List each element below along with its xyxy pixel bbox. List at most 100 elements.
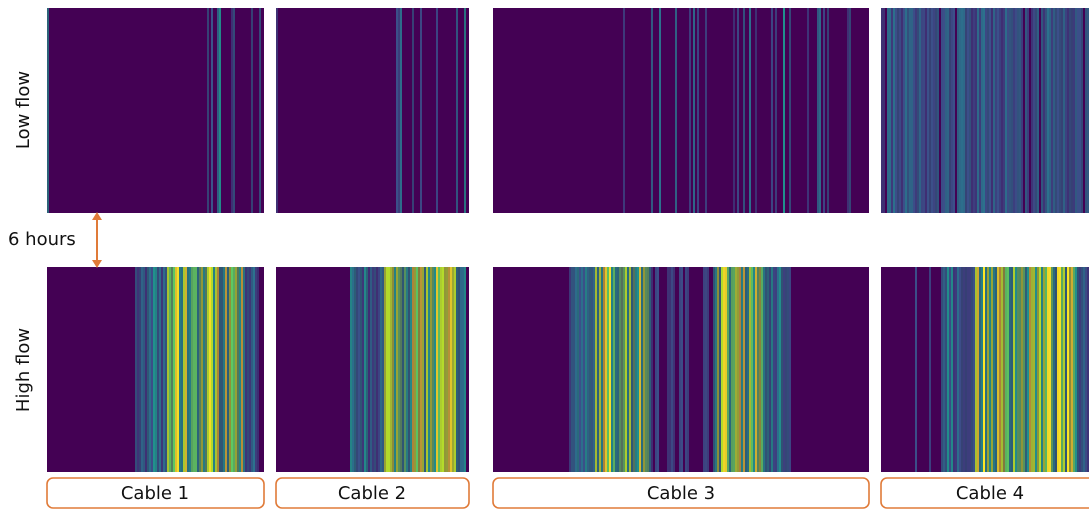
heatmap-stripe [231, 267, 233, 472]
heatmap-stripe [729, 267, 731, 472]
heatmap-stripe [1057, 267, 1059, 472]
heatmap-stripe [601, 267, 603, 472]
heatmap-stripe [899, 8, 901, 213]
heatmap-stripe [1013, 8, 1015, 213]
heatmap-stripe [1007, 267, 1009, 472]
heatmap-stripe [973, 8, 975, 213]
heatmap-stripe [989, 8, 991, 213]
heatmap-stripe [991, 8, 993, 213]
heatmap-stripe [197, 267, 199, 472]
heatmap-stripe [981, 8, 983, 213]
heatmap-stripe [384, 267, 386, 472]
heatmap-stripe [649, 267, 651, 472]
heatmap-stripe [919, 8, 921, 213]
heatmap-stripe [1063, 267, 1065, 472]
heatmap-stripe [995, 8, 997, 213]
heatmap-stripe [605, 267, 607, 472]
heatmap-stripe [969, 267, 971, 472]
heatmap-stripe [633, 267, 635, 472]
heatmap-stripe [883, 8, 885, 213]
heatmap-stripe [629, 267, 631, 472]
heatmap-stripe [1011, 8, 1013, 213]
heatmap-stripe [973, 267, 975, 472]
heatmap-stripe [659, 8, 661, 213]
heatmap-stripe [965, 267, 967, 472]
heatmap-stripe [402, 267, 404, 472]
heatmap-stripe [1055, 8, 1057, 213]
heatmap-stripe [943, 267, 945, 472]
heatmap-stripe [991, 267, 993, 472]
heatmap-stripe [420, 267, 422, 472]
heatmap-stripe [1059, 8, 1061, 213]
heatmap-stripe [358, 267, 360, 472]
heatmap-stripe [577, 267, 579, 472]
heatmap-stripe [1079, 8, 1081, 213]
heatmap-stripe [915, 267, 917, 472]
heatmap-stripe [895, 8, 897, 213]
heatmap-stripe [225, 267, 227, 472]
heatmap-stripe [173, 267, 175, 472]
cable-label: Cable 1 [121, 483, 189, 504]
heatmap-stripe [1069, 267, 1071, 472]
cable-box [46, 477, 265, 509]
heatmap-stripe [1053, 8, 1055, 213]
heatmap-stripe [941, 8, 943, 213]
heatmap-stripe [458, 267, 460, 472]
heatmap-stripe [947, 8, 949, 213]
heatmap-stripe [651, 267, 653, 472]
heatmap-stripe [669, 267, 671, 472]
heatmap-stripe [743, 267, 745, 472]
heatmap-stripe [398, 8, 400, 213]
heatmap-stripe [1001, 8, 1003, 213]
heatmap-stripe [1073, 8, 1075, 213]
heatmap-stripe [1061, 267, 1063, 472]
heatmap-stripe [410, 267, 412, 472]
heatmap-stripe [573, 267, 575, 472]
heatmap-stripe [175, 267, 177, 472]
heatmap-stripe [675, 8, 677, 213]
heatmap-stripe [597, 267, 599, 472]
heatmap-stripe [737, 8, 739, 213]
heatmap-stripe [1083, 267, 1085, 472]
heatmap-stripe [705, 8, 707, 213]
heatmap-stripe [719, 267, 721, 472]
heatmap-stripe [380, 267, 382, 472]
heatmap-stripe [951, 267, 953, 472]
heatmap-stripe [777, 267, 779, 472]
heatmap-stripe [394, 267, 396, 472]
heatmap-stripe [161, 267, 163, 472]
heatmap-stripe [621, 267, 623, 472]
heatmap-stripe [611, 267, 613, 472]
heatmap-stripe [231, 8, 233, 213]
heatmap-stripe [452, 267, 454, 472]
heatmap-stripe [749, 267, 751, 472]
heatmap-stripe [693, 8, 695, 213]
heatmap-stripe [975, 267, 977, 472]
heatmap-stripe [1021, 8, 1023, 213]
heatmap-stripe [963, 267, 965, 472]
heatmap-stripe [703, 267, 705, 472]
heatmap-stripe [909, 8, 911, 213]
heatmap-stripe [426, 267, 428, 472]
heatmap-stripe [945, 267, 947, 472]
heatmap-stripe [217, 267, 219, 472]
heatmap-stripe [999, 267, 1001, 472]
heatmap-stripe [398, 267, 400, 472]
heatmap-stripe [141, 267, 143, 472]
heatmap-stripe [619, 267, 621, 472]
heatmap-stripe [935, 8, 937, 213]
heatmap-stripe [137, 267, 139, 472]
heatmap-stripe [789, 8, 791, 213]
heatmap-stripe [627, 267, 629, 472]
heatmap-stripe [969, 8, 971, 213]
heatmap-stripe [907, 8, 909, 213]
heatmap-stripe [157, 267, 159, 472]
heatmap-stripe [749, 8, 751, 213]
heatmap-stripe [623, 8, 625, 213]
heatmap-stripe [771, 8, 773, 213]
cable-label: Cable 3 [647, 483, 715, 504]
heatmap-stripe [406, 267, 408, 472]
heatmap-stripe [1087, 8, 1089, 213]
heatmap-stripe [1033, 267, 1035, 472]
heatmap-stripe [432, 267, 434, 472]
